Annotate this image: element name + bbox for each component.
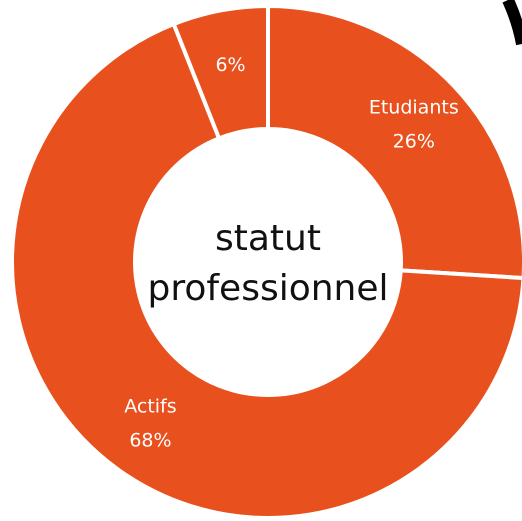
slice-category: Etudiants: [369, 97, 459, 119]
slice-category: Actifs: [124, 395, 176, 417]
slice-value-label: 26%: [393, 131, 435, 153]
slice: [10, 21, 522, 520]
slice: [171, 3, 270, 141]
center-label: professionnel: [147, 268, 388, 309]
slice: [266, 3, 522, 280]
center-label: statut: [215, 218, 321, 259]
slice-value-label: 6%: [215, 54, 245, 76]
decorative-arc: [502, 0, 522, 46]
slice-value-label: 68%: [129, 429, 171, 451]
